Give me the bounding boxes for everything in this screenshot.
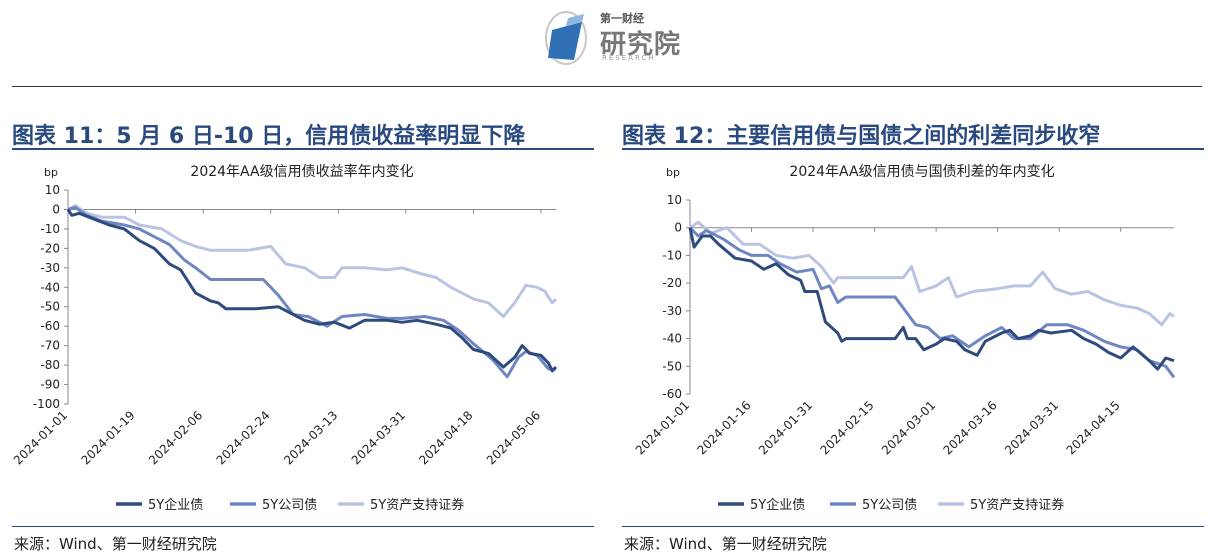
research-logo [538, 6, 688, 68]
x-tick-label: 2024-01-19 [78, 408, 137, 467]
source-divider [12, 526, 594, 527]
source-divider [622, 526, 1204, 527]
y-tick-label: -100 [33, 397, 60, 411]
y-tick-label: -10 [662, 248, 682, 262]
y-tick-label: -30 [662, 304, 682, 318]
legend-label: 5Y企业债 [750, 497, 805, 513]
series-line-3 [67, 204, 558, 318]
source-note: 来源：Wind、第一财经研究院 [14, 535, 217, 553]
series-line-2 [67, 206, 556, 379]
legend-label: 5Y公司债 [862, 498, 917, 513]
y-tick-label: -40 [40, 280, 60, 294]
x-tick-label: 2024-03-16 [941, 398, 1000, 457]
x-tick-label: 2024-05-06 [484, 408, 543, 467]
x-tick-label: 2024-02-06 [146, 408, 205, 467]
x-tick-label: 2024-03-13 [281, 408, 340, 467]
series-line-3 [689, 220, 1175, 327]
logo-emblem-icon [545, 11, 587, 65]
logo-small-text: 第一财经 [600, 12, 644, 25]
series-line-2 [688, 226, 1176, 379]
x-tick-label: 2024-01-01 [12, 408, 70, 467]
y-axis-unit: bp [44, 166, 58, 179]
x-tick-label: 2024-03-31 [349, 408, 408, 467]
y-tick-label: 0 [52, 202, 60, 216]
title-divider [12, 148, 594, 150]
x-tick-label: 2024-04-18 [416, 408, 475, 467]
x-tick-label: 2024-04-15 [1064, 398, 1123, 457]
y-axis-unit: bp [666, 166, 680, 179]
y-tick-label: -20 [662, 276, 682, 290]
y-tick-label: 10 [667, 193, 682, 207]
y-tick-label: -90 [40, 378, 60, 392]
figure-title: 图表 11：5 月 6 日-10 日，信用债收益率明显下降 [12, 124, 526, 149]
legend-label: 5Y公司债 [262, 498, 317, 513]
chart-title: 2024年AA级信用债与国债利差的年内变化 [789, 164, 1054, 180]
y-tick-label: -40 [662, 332, 682, 346]
x-tick-label: 2024-01-16 [694, 398, 753, 457]
y-tick-label: -30 [40, 261, 60, 275]
y-tick-label: -60 [662, 387, 682, 401]
figure-title: 图表 12：主要信用债与国债之间的利差同步收窄 [622, 124, 1101, 149]
legend-label: 5Y资产支持证券 [370, 497, 464, 513]
series-line-1 [66, 208, 558, 373]
x-tick-label: 2024-02-15 [817, 398, 876, 457]
y-tick-label: -50 [662, 359, 682, 373]
x-tick-label: 2024-02-24 [214, 408, 273, 467]
x-tick-label: 2024-01-31 [756, 398, 815, 457]
chart-title: 2024年AA级信用债收益率年内变化 [190, 163, 413, 180]
yield-chart: 2024年AA级信用债收益率年内变化 bp 10 0 -10 -20 -30 -40 -50 -6… [12, 163, 558, 513]
x-tick-label: 2024-01-01 [633, 398, 692, 457]
y-tick-label: -20 [40, 241, 60, 255]
spread-chart: 2024年AA级信用债与国债利差的年内变化 bp 10 0 -10 -20 -30 -40 -5… [633, 164, 1176, 513]
y-tick-label: -50 [40, 300, 60, 314]
logo-sub-text: RESEARCH [602, 54, 656, 62]
x-tick-label: 2024-03-01 [879, 398, 938, 457]
y-tick-label: 10 [45, 183, 60, 197]
y-tick-label: 0 [674, 221, 682, 235]
logo-big-text: 研究院 [600, 30, 682, 60]
y-tick-label: -60 [40, 319, 60, 333]
legend-label: 5Y企业债 [148, 497, 203, 513]
y-tick-label: -80 [40, 358, 60, 372]
y-tick-label: -10 [40, 222, 60, 236]
y-tick-label: -70 [40, 339, 60, 353]
series-line-1 [688, 227, 1175, 371]
x-tick-label: 2024-03-31 [1002, 398, 1061, 457]
title-divider [622, 148, 1204, 150]
legend-label: 5Y资产支持证券 [970, 497, 1064, 513]
header-divider [12, 86, 1202, 87]
source-note: 来源：Wind、第一财经研究院 [624, 535, 827, 553]
